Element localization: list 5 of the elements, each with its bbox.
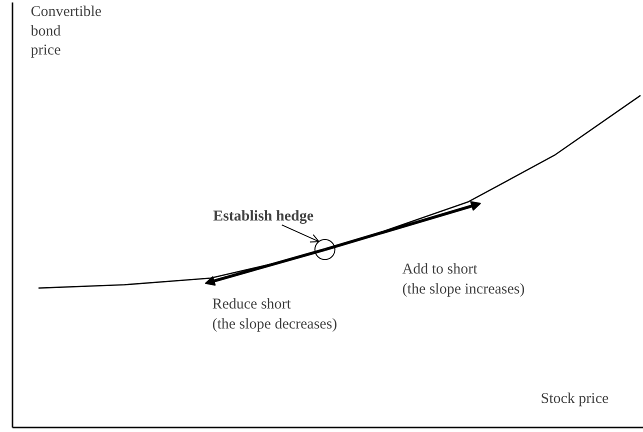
y-axis-title: Convertible bond price [30,4,102,59]
annotation: Add to short (the slope increases) [402,261,525,298]
x-axis-title: Stock price [540,390,609,407]
annotation: Establish hedge [213,208,314,224]
annotation: Reduce short (the slope decreases) [212,296,338,332]
